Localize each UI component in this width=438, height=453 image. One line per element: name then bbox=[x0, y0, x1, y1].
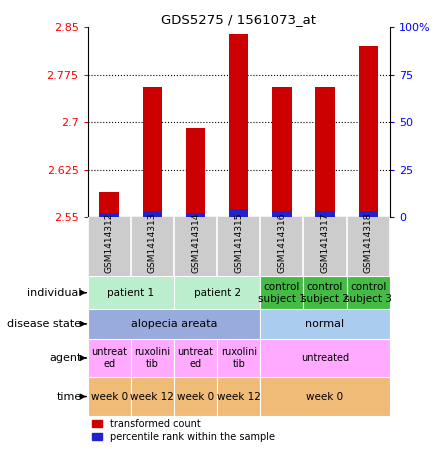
Bar bbox=[99, 192, 119, 217]
Bar bbox=[186, 129, 205, 217]
Text: GSM1414314: GSM1414314 bbox=[191, 213, 200, 274]
Bar bbox=[88, 377, 131, 416]
Text: control
subject 2: control subject 2 bbox=[301, 282, 349, 304]
Text: week 12: week 12 bbox=[131, 391, 174, 401]
Text: GSM1414318: GSM1414318 bbox=[364, 213, 373, 274]
Bar bbox=[174, 276, 260, 309]
Bar bbox=[217, 377, 260, 416]
Text: untreat
ed: untreat ed bbox=[177, 347, 214, 369]
Text: untreat
ed: untreat ed bbox=[91, 347, 127, 369]
Text: agent: agent bbox=[49, 353, 81, 363]
Text: disease state: disease state bbox=[7, 319, 81, 329]
Text: control
subject 3: control subject 3 bbox=[344, 282, 392, 304]
Title: GDS5275 / 1561073_at: GDS5275 / 1561073_at bbox=[161, 13, 316, 26]
Bar bbox=[260, 309, 390, 339]
Text: alopecia areata: alopecia areata bbox=[131, 319, 217, 329]
Text: untreated: untreated bbox=[301, 353, 349, 363]
Text: GSM1414313: GSM1414313 bbox=[148, 213, 157, 274]
Bar bbox=[229, 34, 248, 217]
Text: control
subject 1: control subject 1 bbox=[258, 282, 306, 304]
Bar bbox=[143, 87, 162, 217]
Text: individual: individual bbox=[27, 288, 81, 298]
Text: patient 2: patient 2 bbox=[194, 288, 241, 298]
Bar bbox=[260, 276, 304, 309]
Bar bbox=[131, 339, 174, 377]
Text: GSM1414315: GSM1414315 bbox=[234, 213, 243, 274]
Text: patient 1: patient 1 bbox=[107, 288, 154, 298]
Text: ruxolini
tib: ruxolini tib bbox=[221, 347, 257, 369]
Bar bbox=[272, 212, 292, 217]
Legend: transformed count, percentile rank within the sample: transformed count, percentile rank withi… bbox=[92, 419, 275, 442]
Bar bbox=[346, 276, 390, 309]
Text: GSM1414312: GSM1414312 bbox=[105, 213, 114, 274]
Bar bbox=[260, 377, 390, 416]
Bar bbox=[186, 213, 205, 217]
Bar bbox=[217, 339, 260, 377]
Bar bbox=[359, 212, 378, 217]
Text: GSM1414317: GSM1414317 bbox=[321, 213, 329, 274]
Bar bbox=[88, 339, 131, 377]
Bar bbox=[99, 213, 119, 217]
Text: week 0: week 0 bbox=[177, 391, 214, 401]
Bar bbox=[260, 339, 390, 377]
Bar bbox=[359, 46, 378, 217]
Bar bbox=[315, 212, 335, 217]
Bar bbox=[88, 309, 260, 339]
Bar bbox=[88, 276, 174, 309]
Text: time: time bbox=[57, 391, 81, 401]
Text: GSM1414316: GSM1414316 bbox=[277, 213, 286, 274]
Bar bbox=[315, 87, 335, 217]
Text: week 12: week 12 bbox=[217, 391, 261, 401]
Text: week 0: week 0 bbox=[307, 391, 344, 401]
Bar bbox=[143, 212, 162, 217]
Bar bbox=[229, 209, 248, 217]
Bar bbox=[272, 87, 292, 217]
Text: normal: normal bbox=[305, 319, 345, 329]
Text: week 0: week 0 bbox=[91, 391, 128, 401]
Bar bbox=[174, 339, 217, 377]
Bar bbox=[304, 276, 346, 309]
Bar bbox=[131, 377, 174, 416]
Text: ruxolini
tib: ruxolini tib bbox=[134, 347, 170, 369]
Bar bbox=[174, 377, 217, 416]
